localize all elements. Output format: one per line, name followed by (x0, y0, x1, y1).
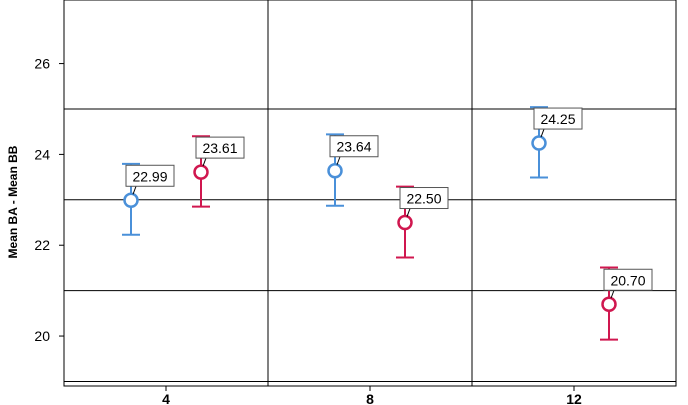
label-leader (540, 128, 545, 138)
label-box (399, 187, 449, 210)
data-label: 22.99 (125, 164, 175, 195)
y-tick-label: 26 (34, 56, 50, 72)
mean-marker (531, 135, 547, 151)
y-axis-title: Mean BA - Mean BB (6, 145, 20, 258)
data-label: 22.50 (399, 187, 449, 217)
label-leader (132, 186, 137, 195)
mean-marker (193, 164, 209, 180)
x-category-label: 12 (566, 391, 582, 405)
label-leader (336, 156, 341, 165)
label-text: 23.61 (202, 140, 237, 156)
label-text: 23.64 (336, 139, 371, 155)
y-tick-label: 20 (34, 328, 50, 344)
data-label: 24.25 (533, 107, 583, 138)
label-text: 22.99 (132, 168, 167, 184)
data-label: 23.64 (329, 135, 379, 165)
label-text: 20.70 (610, 272, 645, 288)
y-axis-ticks: 20 22 24 26 (34, 56, 64, 344)
mean-marker (327, 162, 343, 179)
error-bar-point (326, 133, 344, 207)
label-box (533, 107, 583, 130)
data-labels: 22.99 23.64 24.25 23.61 22.50 20.70 (125, 107, 653, 299)
label-text: 24.25 (540, 111, 575, 127)
label-box (603, 268, 653, 291)
label-leader (610, 290, 615, 299)
y-tick-label: 22 (34, 237, 50, 253)
label-leader (406, 208, 411, 217)
y-tick-label: 24 (34, 146, 50, 162)
label-box (195, 136, 245, 159)
error-bars (122, 106, 618, 341)
label-text: 22.50 (406, 191, 441, 207)
plot-area (63, 0, 677, 387)
x-category-label: 8 (366, 391, 374, 405)
plot-border (63, 0, 677, 387)
mean-marker (397, 214, 413, 231)
x-category-label: 4 (162, 391, 170, 405)
data-label: 23.61 (195, 136, 245, 167)
data-label: 20.70 (603, 268, 653, 299)
mean-marker (123, 192, 139, 209)
label-box (329, 135, 379, 158)
grid-lines (64, 0, 676, 386)
label-box (125, 164, 175, 187)
mean-marker (601, 296, 617, 313)
label-leader (202, 157, 207, 167)
x-axis-categories: 4 8 12 (162, 386, 582, 405)
